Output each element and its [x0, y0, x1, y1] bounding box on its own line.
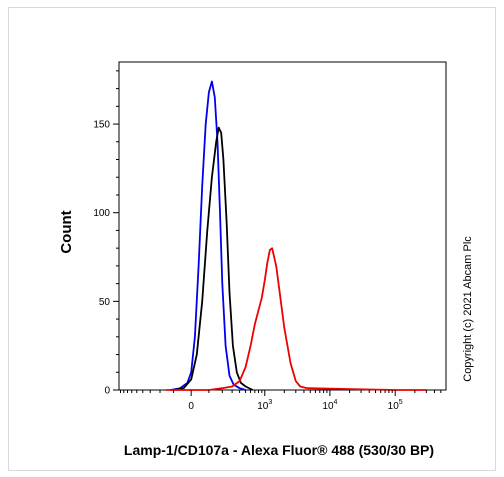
y-tick-label: 100 — [93, 208, 110, 219]
x-tick-exponent: 5 — [399, 399, 403, 406]
y-axis: 0 50 100 150 — [93, 70, 119, 397]
x-tick-label: 104 — [322, 399, 337, 412]
x-tick-base: 10 — [388, 401, 400, 412]
x-tick-label: 103 — [257, 399, 272, 412]
x-tick-label: 105 — [388, 399, 403, 412]
x-tick-exponent: 4 — [334, 399, 338, 406]
y-axis-title: Count — [58, 210, 75, 253]
copyright-annotation: Copyright (c) 2021 Abcam Plc — [462, 236, 474, 382]
x-tick-exponent: 3 — [268, 399, 272, 406]
chart-frame: 0 50 100 150 0 103 104 105 Count Lamp-1/CD107a… — [8, 7, 496, 471]
x-tick-base: 10 — [322, 401, 334, 412]
x-axis: 0 103 104 105 — [120, 390, 442, 412]
histogram-line-2 — [173, 126, 254, 391]
plot-area — [118, 61, 447, 391]
histogram-line-1 — [170, 80, 246, 391]
x-tick-label: 0 — [188, 401, 194, 412]
histogram-line-3 — [166, 247, 427, 391]
y-tick-label: 150 — [93, 120, 110, 131]
x-tick-base: 10 — [257, 401, 269, 412]
x-axis-title: Lamp-1/CD107a - Alexa Fluor® 488 (530/30… — [124, 442, 434, 458]
y-tick-label: 50 — [99, 297, 111, 308]
x-tick-base: 0 — [188, 401, 194, 412]
y-tick-label: 0 — [104, 386, 110, 397]
plot-border — [118, 61, 447, 391]
